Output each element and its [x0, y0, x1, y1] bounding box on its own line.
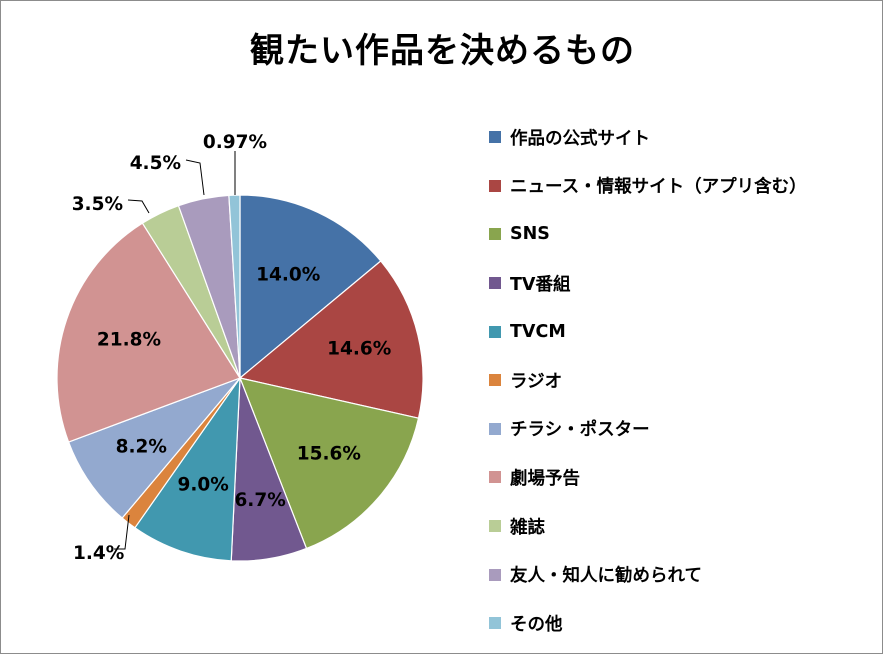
legend-label: 劇場予告	[510, 468, 580, 489]
legend-label: 友人・知人に勧められて	[510, 566, 702, 587]
legend-item: TV番組	[489, 259, 807, 308]
pie-slice	[228, 194, 241, 379]
legend-item: TVCM	[489, 307, 807, 356]
legend-label: 作品の公式サイト	[510, 128, 650, 149]
slice-data-label: 14.0%	[256, 264, 320, 285]
legend-label: ラジオ	[510, 371, 563, 392]
legend-label: TV番組	[510, 274, 571, 295]
legend-swatch	[489, 228, 501, 241]
legend-item: 作品の公式サイト	[489, 113, 807, 162]
legend-swatch	[489, 325, 501, 338]
leader-line	[127, 199, 150, 214]
legend-swatch	[489, 277, 501, 290]
legend-label: SNS	[510, 224, 550, 245]
legend-swatch	[489, 471, 501, 484]
slice-data-label: 15.6%	[297, 443, 361, 464]
legend-item: ラジオ	[489, 356, 807, 405]
slice-data-label: 21.8%	[97, 330, 161, 351]
legend-item: 友人・知人に勧められて	[489, 550, 807, 599]
pie-slice	[238, 260, 424, 419]
leader-line	[185, 159, 205, 196]
legend-swatch	[489, 131, 501, 144]
legend-item: チラシ・ポスター	[489, 405, 807, 454]
legend-swatch	[489, 374, 501, 387]
legend-item: 雑誌	[489, 502, 807, 551]
legend-label: 雑誌	[510, 517, 545, 538]
chart-title: 観たい作品を決めるもの	[250, 31, 635, 71]
pie-slice	[239, 194, 382, 380]
legend-item: SNS	[489, 210, 807, 259]
legend-swatch	[489, 179, 501, 192]
pie-slice	[134, 375, 241, 562]
slice-data-label: 4.5%	[130, 153, 181, 174]
legend-swatch	[489, 617, 501, 630]
slice-data-label: 14.6%	[327, 338, 391, 359]
legend-item: その他	[489, 599, 807, 648]
legend-swatch	[489, 520, 501, 533]
legend-label: その他	[510, 614, 563, 635]
legend: 作品の公式サイトニュース・情報サイト（アプリ含む） SNS TV番組 TVCM ラジオチ…	[489, 113, 807, 648]
legend-label: ニュース・情報サイト（アプリ含む）	[510, 177, 807, 198]
slice-data-label: 1.4%	[73, 543, 124, 564]
legend-label: チラシ・ポスター	[510, 420, 650, 441]
slice-data-label: 0.97%	[203, 132, 267, 153]
slice-data-label: 9.0%	[178, 474, 229, 495]
legend-label: TVCM	[510, 321, 566, 342]
legend-swatch	[489, 568, 501, 581]
pie-slice	[67, 376, 242, 519]
pie-slice	[56, 222, 241, 443]
slice-data-label: 8.2%	[116, 437, 167, 458]
legend-item: ニュース・情報サイト（アプリ含む）	[489, 162, 807, 211]
leader-line	[114, 514, 130, 550]
slice-data-label: 6.7%	[234, 490, 285, 511]
legend-swatch	[489, 422, 501, 435]
legend-item: 劇場予告	[489, 453, 807, 502]
slice-data-label: 3.5%	[72, 194, 123, 215]
pie-slice	[239, 377, 420, 550]
